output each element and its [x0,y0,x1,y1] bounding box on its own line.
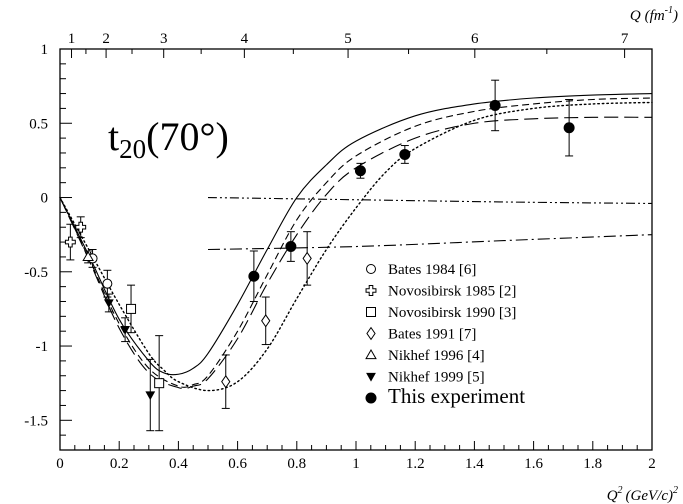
model-curves [59,93,653,392]
top-axis-title-unit-sup: -1 [665,5,673,16]
legend-label: Bates 1984 [6] [388,262,476,278]
y-tick-label: -0.5 [24,265,48,281]
model-curve-dashed [59,97,653,388]
data-point-circle-filled [563,122,575,134]
top-tick-label: 1 [68,31,76,47]
legend-label: Bates 1991 [7] [388,327,476,343]
x-axis-title-var-sup: 2 [618,485,623,496]
model-curve-dash-dot-dot [207,196,653,205]
legend-marker [366,264,376,274]
x-tick-label: 1.4 [465,456,484,472]
top-tick-label: 7 [621,31,629,47]
data-point-square-open [126,303,137,314]
x-axis-title-unit-sup: 2 [673,485,678,496]
legend-label: Novosibirsk 1985 [2] [388,284,516,300]
data-point-triangle-open [82,250,94,262]
data-points [64,79,575,432]
model-curve-solid [59,93,653,376]
top-tick-label: 2 [102,31,110,47]
x-tick-label: 0.6 [228,456,247,472]
x-tick-label: 1 [352,456,360,472]
panel-label-suffix: (70°) [146,114,229,159]
legend-marker [366,307,376,317]
plot-frame [59,48,653,451]
data-point-circle-filled [489,99,501,111]
legend-marker [365,285,377,296]
data-point-triangle-down-filled [103,299,114,309]
x-tick-label: 0.4 [169,456,188,472]
axis-ticks: 0 0.2 0.4 0.6 0.8 1 1.2 1.4 1.6 1.8 2 1 0.5 0 -0.5 -1 -1… [24,31,656,472]
x-axis-title: Q2 (GeV/c)2 [607,485,678,504]
x-tick-label: 1.8 [583,456,602,472]
top-axis-title: Q (fm-1) [630,5,678,24]
panel-label-sub: 20 [119,134,146,164]
top-axis-title-unit: (fm [645,8,665,24]
data-point-diamond-open [221,374,231,389]
top-axis-title-unit-close: ) [672,8,678,24]
x-tick-label: 1.6 [524,456,543,472]
legend: Bates 1984 [6] Novosibirsk 1985 [2] Novosi… [365,262,525,408]
data-point-diamond-open [261,314,271,328]
y-tick-label: 0 [41,191,49,207]
legend-label: Nikhef 1999 [5] [388,370,485,386]
legend-marker [366,372,376,382]
y-tick-label: 1 [41,42,49,58]
data-point-circle-filled [399,148,411,160]
top-tick-label: 3 [160,31,168,47]
legend-marker [365,349,377,360]
legend-label: Nikhef 1996 [4] [388,348,485,364]
data-point-circle-open [102,278,113,289]
y-tick-label: -1 [36,339,49,355]
data-point-triangle-down-filled [145,391,156,401]
x-axis-title-var: Q [607,488,618,504]
x-axis-title-unit: (GeV/c) [626,488,673,504]
data-point-circle-filled [354,165,366,177]
panel-label: t20(70°) [108,114,229,164]
top-axis-title-var: Q [630,8,641,24]
data-point-square-open [154,378,165,389]
data-point-cross-open [75,221,87,233]
panel-label-main: t [108,114,119,159]
y-tick-label: 0.5 [29,116,48,132]
model-curve-long-dash [59,116,653,390]
data-point-triangle-down-filled [120,326,131,335]
top-tick-label: 6 [471,31,479,47]
data-point-circle-filled [285,241,297,253]
top-tick-label: 4 [241,31,249,47]
legend-marker [366,326,376,341]
data-point-circle-filled [248,270,260,282]
x-tick-label: 0 [56,456,64,472]
legend-label: Novosibirsk 1990 [3] [388,305,516,321]
top-tick-label: 5 [344,31,352,47]
model-curve-dash-dot [207,234,653,251]
legend-label: This experiment [388,384,525,408]
x-tick-label: 2 [648,456,656,472]
y-tick-label: -1.5 [24,413,48,429]
x-tick-label: 0.2 [110,456,129,472]
x-tick-label: 1.2 [406,456,425,472]
data-point-cross-open [64,236,76,248]
legend-marker [365,392,377,404]
model-curve-dotted [59,101,653,392]
data-point-diamond-open [302,251,312,266]
x-tick-label: 0.8 [287,456,306,472]
